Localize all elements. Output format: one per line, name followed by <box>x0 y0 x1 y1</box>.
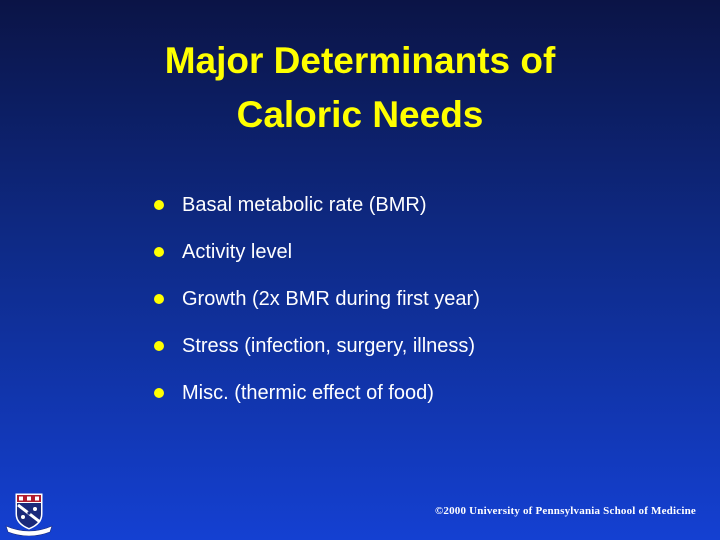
title-line-1: Major Determinants of <box>164 40 556 81</box>
bullet-dot-icon <box>154 294 164 304</box>
slide-title: Major Determinants of Caloric Needs <box>0 34 720 142</box>
bullet-text: Activity level <box>182 241 293 263</box>
bullet-text: Misc. (thermic effect of food) <box>182 382 434 404</box>
bullet-list: Basal metabolic rate (BMR) Activity leve… <box>150 188 690 423</box>
bullet-text: Stress (infection, surgery, illness) <box>182 335 476 357</box>
bullet-text: Basal metabolic rate (BMR) <box>182 194 427 216</box>
bullet-item: Basal metabolic rate (BMR) <box>150 188 690 235</box>
bullet-dot-icon <box>154 388 164 398</box>
bullet-dot-icon <box>154 247 164 257</box>
bullet-dot-icon <box>154 341 164 351</box>
bullet-item: Misc. (thermic effect of food) <box>150 376 690 423</box>
university-crest-icon <box>5 493 53 536</box>
title-line-2: Caloric Needs <box>236 94 484 135</box>
bullet-item: Stress (infection, surgery, illness) <box>150 329 690 376</box>
bullet-item: Growth (2x BMR during first year) <box>150 282 690 329</box>
bullet-text: Growth (2x BMR during first year) <box>182 288 480 310</box>
bullet-dot-icon <box>154 200 164 210</box>
copyright-footer: ©2000 University of Pennsylvania School … <box>434 505 696 517</box>
bullet-item: Activity level <box>150 235 690 282</box>
